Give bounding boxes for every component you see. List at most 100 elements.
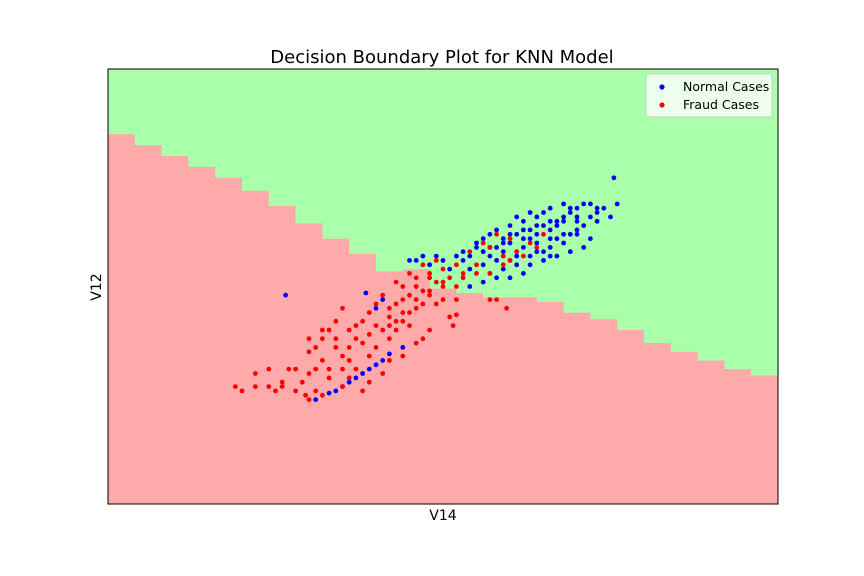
fraud-cases-point-14 [460, 271, 466, 276]
fraud-cases-point-90 [393, 318, 399, 324]
legend-label-normal: Normal Cases [683, 79, 769, 94]
fraud-cases-point-8 [387, 305, 392, 311]
normal-cases-point-96 [611, 175, 617, 181]
normal-cases-point-72 [561, 214, 566, 220]
fraud-cases-point-83 [413, 297, 419, 302]
fraud-cases-point-30 [353, 323, 359, 328]
normal-cases-point-63 [440, 258, 446, 263]
fraud-cases-point-101 [320, 392, 325, 398]
fraud-cases-point-35 [320, 336, 325, 342]
normal-cases-point-89 [480, 279, 486, 285]
fraud-cases-point-115 [450, 323, 456, 328]
normal-cases-point-24 [527, 227, 533, 233]
fraud-cases-point-39 [340, 353, 345, 359]
fraud-cases-point-110 [413, 340, 419, 346]
fraud-cases-point-91 [407, 323, 412, 328]
fraud-cases-point-36 [313, 345, 319, 350]
normal-cases-point-107 [373, 362, 379, 368]
normal-cases-point-79 [554, 236, 560, 242]
normal-cases-point-108 [400, 345, 406, 350]
normal-cases-point-11 [507, 223, 513, 229]
fraud-cases-point-2 [427, 275, 432, 281]
normal-cases-point-59 [507, 231, 513, 237]
fraud-cases-point-67 [474, 271, 479, 276]
fraud-cases-point-92 [306, 336, 312, 342]
fraud-cases-point-18 [494, 231, 499, 237]
normal-cases-point-111 [380, 297, 386, 302]
normal-cases-point-26 [554, 218, 560, 224]
fraud-cases-point-62 [420, 301, 426, 307]
legend-marker-normal [659, 84, 665, 90]
normal-cases-point-87 [507, 275, 513, 281]
fraud-cases-point-96 [279, 384, 285, 389]
fraud-cases-point-93 [340, 366, 345, 372]
fraud-cases-point-72 [541, 231, 546, 237]
normal-cases-point-47 [588, 236, 593, 242]
fraud-cases-point-56 [373, 345, 379, 350]
normal-cases-point-17 [567, 205, 573, 211]
normal-cases-point-86 [521, 271, 526, 276]
normal-cases-point-29 [581, 201, 587, 207]
fraud-cases-point-20 [487, 245, 493, 250]
fraud-cases-point-108 [387, 358, 392, 363]
fraud-cases-point-116 [494, 297, 499, 302]
normal-cases-point-69 [521, 227, 526, 233]
normal-cases-point-53 [487, 253, 493, 259]
fraud-cases-point-105 [360, 388, 365, 394]
normal-cases-point-32 [514, 214, 520, 220]
fraud-cases-point-69 [500, 262, 506, 268]
normal-cases-point-8 [561, 218, 566, 224]
fraud-cases-point-66 [460, 275, 466, 281]
normal-cases-point-94 [601, 205, 607, 211]
fraud-cases-point-97 [266, 384, 272, 389]
fraud-cases-point-45 [293, 366, 298, 372]
fraud-cases-point-11 [427, 271, 432, 276]
normal-cases-point-76 [514, 253, 520, 259]
fraud-cases-point-42 [320, 358, 325, 363]
scatter-points [232, 175, 620, 402]
fraud-cases-point-19 [507, 236, 513, 242]
normal-cases-point-13 [534, 214, 540, 220]
normal-cases-point-84 [561, 231, 566, 237]
fraud-cases-point-77 [380, 327, 386, 333]
fraud-cases-point-85 [440, 279, 446, 285]
fraud-cases-point-57 [387, 336, 392, 342]
normal-cases-point-21 [454, 253, 459, 259]
fraud-cases-point-86 [333, 336, 339, 342]
normal-cases-point-60 [474, 245, 479, 250]
normal-cases-point-83 [574, 227, 580, 233]
normal-cases-point-22 [500, 236, 506, 242]
normal-cases-point-80 [567, 231, 573, 237]
legend-box [645, 73, 773, 118]
normal-cases-point-3 [507, 240, 513, 246]
normal-cases-point-93 [514, 262, 520, 268]
normal-cases-point-48 [547, 236, 553, 242]
normal-cases-point-37 [534, 249, 540, 255]
fraud-cases-point-68 [487, 271, 493, 276]
fraud-cases-point-12 [433, 279, 439, 285]
fraud-cases-point-49 [266, 366, 272, 372]
normal-cases-point-39 [561, 240, 566, 246]
normal-cases-point-98 [360, 371, 365, 376]
fraud-cases-point-5 [407, 292, 412, 298]
normal-cases-point-2 [494, 245, 499, 250]
normal-cases-point-73 [574, 218, 580, 224]
normal-cases-point-16 [561, 201, 566, 207]
fraud-cases-point-15 [474, 262, 479, 268]
fraud-cases-point-70 [514, 249, 520, 255]
normal-cases-point-78 [541, 249, 546, 255]
normal-cases-point-44 [554, 253, 560, 259]
normal-cases-point-45 [567, 249, 573, 255]
fraud-cases-point-59 [400, 318, 406, 324]
normal-cases-point-27 [567, 210, 573, 215]
fraud-cases-point-23 [420, 262, 426, 268]
fraud-cases-point-99 [239, 388, 245, 394]
normal-cases-point-25 [541, 223, 546, 229]
fraud-cases-point-84 [427, 288, 432, 294]
normal-cases-point-112 [373, 305, 379, 311]
fraud-cases-point-63 [427, 292, 432, 298]
fraud-cases-point-21 [500, 253, 506, 259]
normal-cases-point-50 [494, 258, 499, 263]
normal-cases-point-92 [500, 266, 506, 272]
fraud-cases-point-46 [299, 379, 305, 385]
